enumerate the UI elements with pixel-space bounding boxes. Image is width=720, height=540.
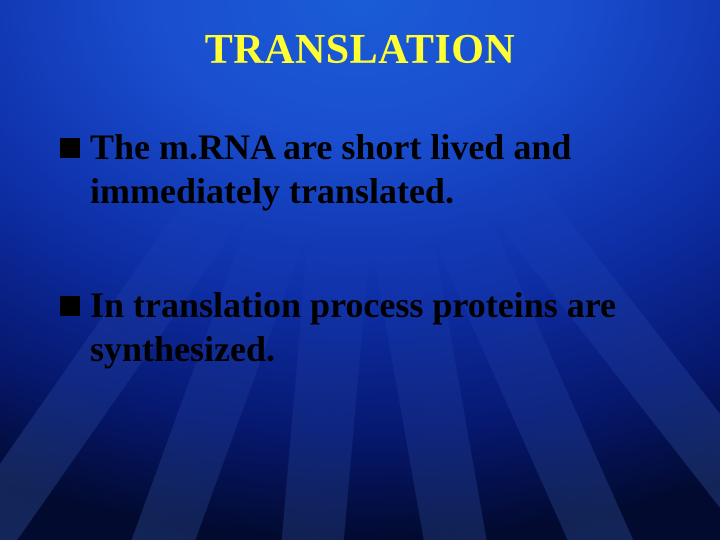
slide-body: The m.RNA are short lived and immediatel… (60, 126, 680, 372)
slide: TRANSLATION The m.RNA are short lived an… (0, 0, 720, 540)
bullet-item: In translation process proteins are synt… (60, 284, 680, 372)
slide-title: TRANSLATION (0, 26, 720, 74)
bullet-marker (60, 296, 80, 316)
bullet-marker (60, 138, 80, 158)
bullet-text: The m.RNA are short lived and immediatel… (90, 126, 680, 214)
bullet-item: The m.RNA are short lived and immediatel… (60, 126, 680, 214)
bullet-text: In translation process proteins are synt… (90, 284, 680, 372)
